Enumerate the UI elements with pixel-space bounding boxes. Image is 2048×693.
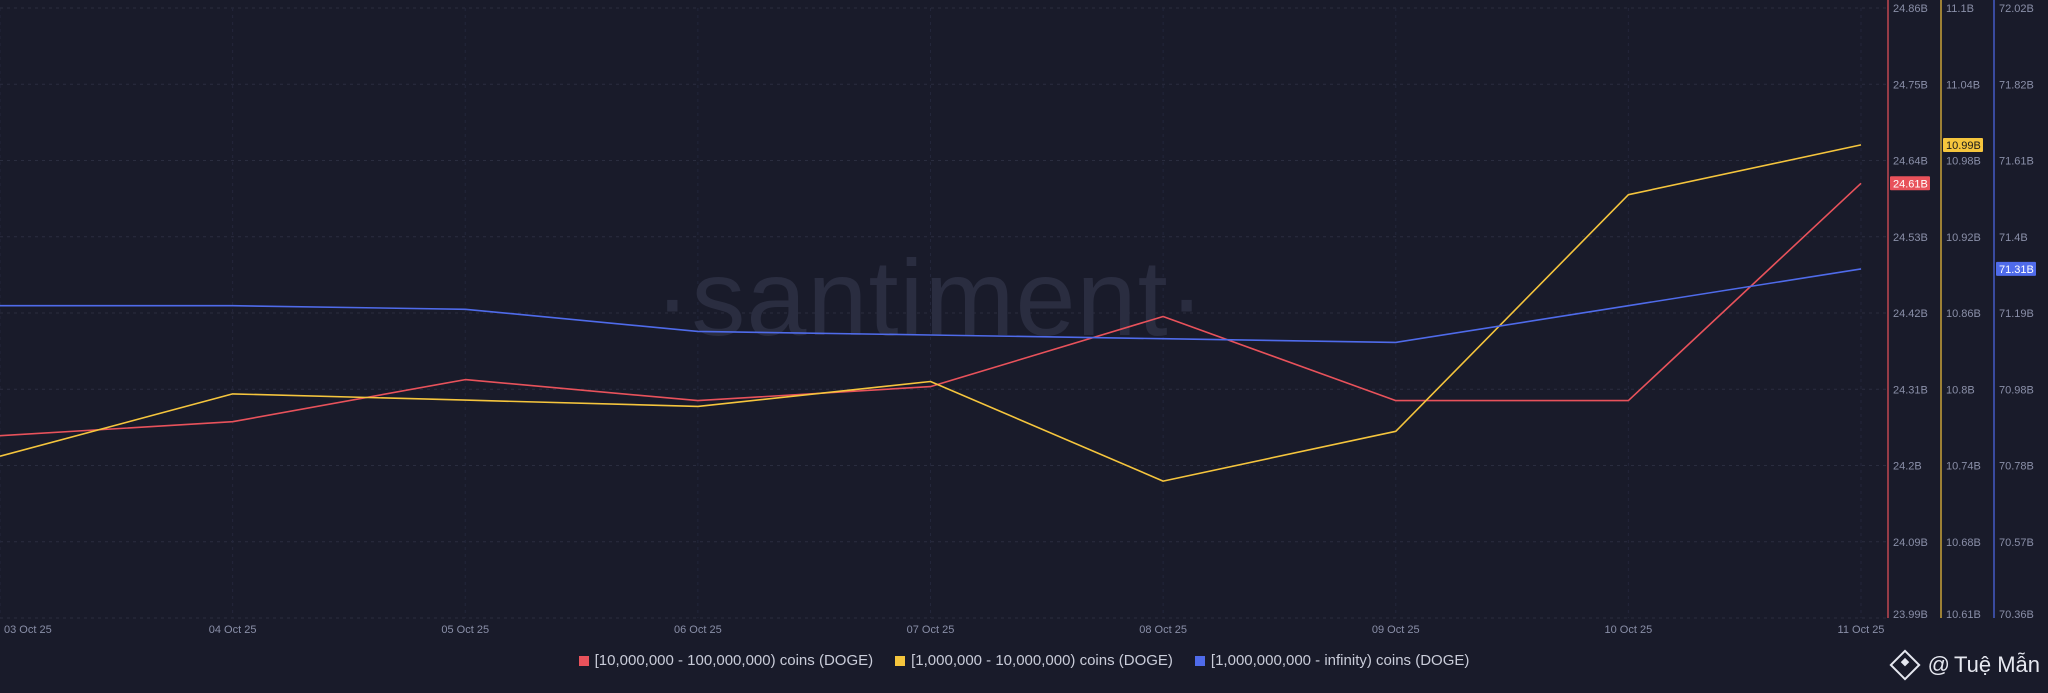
x-axis-tick-label: 08 Oct 25 — [1139, 624, 1187, 636]
series-line — [0, 268, 1862, 344]
legend-label: [10,000,000 - 100,000,000) coins (DOGE) — [594, 652, 874, 669]
last-value-badge: 71.31B — [1996, 261, 2036, 276]
y-axis-tick-label: 24.31B — [1893, 384, 1928, 396]
brand-name: Tuệ Mẫn — [1953, 652, 2040, 677]
brand-at: @ — [1927, 652, 1950, 677]
y-axis-tick-label: 24.2B — [1893, 461, 1922, 473]
y-axis-tick-label: 11.04B — [1946, 79, 1980, 91]
series-line — [0, 182, 1862, 437]
y-axis-tick-label: 71.4B — [1999, 232, 2028, 244]
legend-swatch — [895, 655, 906, 666]
y-axis-tick-label: 24.09B — [1893, 537, 1928, 549]
y-axis-tick-label: 71.19B — [1999, 308, 2034, 320]
x-axis-tick-label: 09 Oct 25 — [1372, 624, 1420, 636]
legend-item-blue[interactable]: [1,000,000,000 - infinity) coins (DOGE) — [1194, 652, 1470, 669]
legend-label: [1,000,000,000 - infinity) coins (DOGE) — [1210, 652, 1470, 669]
series — [0, 144, 1862, 482]
badge-label: 10.99B — [1946, 140, 1981, 152]
x-axis-tick-label: 11 Oct 25 — [1838, 624, 1885, 636]
legend-item-yellow[interactable]: [1,000,000 - 10,000,000) coins (DOGE) — [895, 652, 1173, 669]
brand: @ Tuệ Mẫn — [1889, 649, 2040, 681]
y-axis-tick-label: 23.99B — [1893, 609, 1928, 621]
legend-label: [1,000,000 - 10,000,000) coins (DOGE) — [911, 652, 1173, 669]
y-axis-tick-label: 24.86B — [1893, 3, 1928, 15]
y-axis-tick-label: 70.57B — [1999, 537, 2034, 549]
legend-item-red[interactable]: [10,000,000 - 100,000,000) coins (DOGE) — [578, 652, 874, 669]
legend-swatch — [578, 655, 589, 666]
y-axis-tick-label: 71.61B — [1999, 156, 2034, 168]
y-axis-tick-label: 10.68B — [1946, 537, 1981, 549]
binance-logo-icon — [1889, 649, 1921, 681]
y-axis-tick-label: 10.74B — [1946, 461, 1981, 473]
watermark: ·santiment· — [654, 237, 1205, 358]
y-axis-tick-label: 10.92B — [1946, 232, 1981, 244]
legend-swatch — [1194, 655, 1205, 666]
y-axis-tick-label: 71.82B — [1999, 79, 2034, 91]
x-axis-tick-label: 06 Oct 25 — [674, 624, 722, 636]
axes: 24.86B 24.75B 24.64B 24.53B 24.42B 24.31B 24.2… — [1887, 0, 2034, 621]
last-value-badge: 24.61B — [1890, 176, 1930, 191]
y-axis-tick-label: 10.8B — [1946, 384, 1975, 396]
x-axis-tick-label: 03 Oct 25 — [4, 624, 52, 636]
y-axis-tick-label: 10.86B — [1946, 308, 1981, 320]
x-axis-tick-label: 10 Oct 25 — [1605, 624, 1653, 636]
y-axis-tick-label: 10.61B — [1946, 609, 1981, 621]
y-axis-tick-label: 10.98B — [1946, 156, 1981, 168]
badge-label: 71.31B — [1999, 264, 2034, 276]
series-line — [0, 144, 1862, 482]
x-axis-ticks: 03 Oct 25 04 Oct 25 05 Oct 25 06 Oct 25 07 O… — [4, 624, 1884, 636]
badge-background — [1996, 261, 2036, 276]
y-axis-tick-label: 11.1B — [1946, 3, 1974, 15]
last-value-badge: 10.99B — [1943, 137, 1983, 152]
x-axis-tick-label: 07 Oct 25 — [907, 624, 955, 636]
last-value-badges: 24.61B 10.99B 71.31B — [1890, 137, 2036, 276]
badge-label: 24.61B — [1893, 178, 1928, 190]
y-axis-tick-label: 24.75B — [1893, 79, 1928, 91]
y-axis-tick-label: 70.36B — [1999, 609, 2034, 621]
y-axis-tick-label: 72.02B — [1999, 3, 2034, 15]
y-axis-tick-label: 70.78B — [1999, 461, 2034, 473]
y-axis-tick-label: 24.64B — [1893, 156, 1928, 168]
x-axis-tick-label: 04 Oct 25 — [209, 624, 257, 636]
y-axis-tick-label: 24.42B — [1893, 308, 1928, 320]
badge-background — [1943, 137, 1983, 152]
legend: [10,000,000 - 100,000,000) coins (DOGE) … — [0, 652, 2048, 669]
badge-background — [1890, 176, 1930, 191]
y-axis-tick-label: 70.98B — [1999, 384, 2034, 396]
x-axis-tick-label: 05 Oct 25 — [441, 624, 489, 636]
y-axis-tick-label: 24.53B — [1893, 232, 1928, 244]
